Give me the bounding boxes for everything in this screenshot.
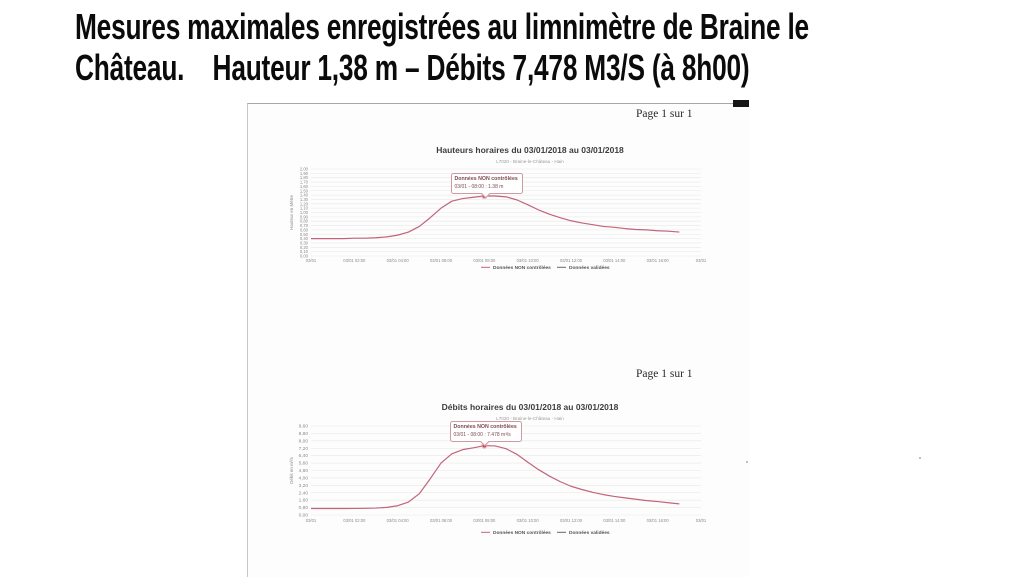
- slide-title: Mesures maximales enregistrées au limnim…: [75, 6, 809, 88]
- annotation-title: Données NON contrôlées: [453, 423, 517, 430]
- y-tick-label: 0,00: [300, 254, 309, 259]
- x-tick-label: 03/01: [696, 258, 707, 263]
- y-tick-label: 1,90: [300, 171, 309, 176]
- annotation-value: 03/01 - 08:00 : 7.478 m³/s: [453, 431, 511, 438]
- y-tick-label: 5,60: [299, 461, 309, 467]
- debits-chart: Débits horaires du 03/01/2018 au 03/01/2…: [281, 398, 711, 543]
- x-tick-label: 03/01 14:00: [603, 518, 626, 523]
- x-tick-label: 03/01 04:00: [387, 518, 410, 523]
- y-tick-label: 2,40: [299, 490, 309, 496]
- x-tick-label: 03/01 16:00: [647, 518, 670, 523]
- chart-subtitle: L7020 - Braine-le-Château - Hain: [496, 159, 564, 164]
- y-tick-label: 1,10: [300, 206, 309, 211]
- chart-title: Hauteurs horaires du 03/01/2018 au 03/01…: [436, 145, 624, 155]
- y-tick-label: 1,70: [300, 180, 309, 185]
- annotation-box-hauteur: Données NON contrôlées 03/01 - 08:00 : 1…: [451, 173, 523, 194]
- legend-label-validees: Données validées: [569, 530, 610, 536]
- legend-label-validees: Données validées: [569, 265, 610, 271]
- annotation-title: Données NON contrôlées: [454, 175, 518, 182]
- y-tick-label: 9,60: [299, 424, 309, 430]
- y-tick-label: 0,10: [300, 249, 309, 254]
- y-tick-label: 1,60: [300, 184, 309, 189]
- chart-subtitle: L7020 - Braine-le-Château - Hain: [496, 416, 564, 421]
- scanned-document: Page 1 sur 1 Page 1 sur 1 Hauteurs horai…: [247, 100, 749, 577]
- x-tick-label: 03/01 08:00: [473, 518, 496, 523]
- x-tick-label: 03/01 10:00: [517, 518, 540, 523]
- x-tick-label: 03/01 06:00: [430, 258, 453, 263]
- y-axis-label: Hauteur en Mètre: [289, 195, 294, 231]
- legend-label-non-controlees: Données NON contrôlées: [493, 265, 551, 271]
- x-tick-label: 03/01 02:00: [343, 258, 366, 263]
- legend-label-non-controlees: Données NON contrôlées: [493, 530, 551, 536]
- x-tick-label: 03/01 10:00: [517, 258, 540, 263]
- x-tick-label: 03/01 12:00: [560, 258, 583, 263]
- scan-corner-mark: [733, 100, 749, 107]
- chart-canvas: Hauteurs horaires du 03/01/2018 au 03/01…: [289, 145, 707, 271]
- hauteurs-chart: Hauteurs horaires du 03/01/2018 au 03/01…: [281, 141, 711, 281]
- slide-title-line1: Mesures maximales enregistrées au limnim…: [75, 6, 809, 47]
- y-tick-label: 0,80: [299, 505, 309, 511]
- x-tick-label: 03/01 16:00: [647, 258, 670, 263]
- x-tick-label: 03/01: [696, 518, 707, 523]
- y-tick-label: 0,60: [300, 227, 309, 232]
- y-tick-label: 0,70: [300, 223, 309, 228]
- x-tick-label: 03/01 08:00: [473, 258, 496, 263]
- y-tick-label: 1,30: [300, 197, 309, 202]
- data-series-line: [311, 195, 680, 240]
- x-tick-label: 03/01 02:00: [343, 518, 366, 523]
- data-series-line: [311, 445, 680, 510]
- y-tick-label: 3,20: [299, 483, 309, 489]
- x-tick-label: 03/01: [306, 518, 317, 523]
- scan-speck: [919, 457, 921, 459]
- y-tick-label: 2,00: [300, 167, 309, 172]
- page-number-label: Page 1 sur 1: [636, 108, 693, 120]
- x-tick-label: 03/01 06:00: [430, 518, 453, 523]
- y-tick-label: 4,80: [299, 468, 309, 474]
- y-tick-label: 0,50: [300, 232, 309, 237]
- y-tick-label: 1,20: [300, 201, 309, 206]
- y-tick-label: 0,90: [300, 214, 309, 219]
- chart-canvas: Débits horaires du 03/01/2018 au 03/01/2…: [289, 402, 707, 536]
- y-tick-label: 1,50: [300, 188, 309, 193]
- y-tick-label: 4,00: [299, 475, 309, 481]
- y-tick-label: 1,80: [300, 175, 309, 180]
- x-tick-label: 03/01 12:00: [560, 518, 583, 523]
- y-tick-label: 0,00: [299, 513, 309, 519]
- y-tick-label: 1,60: [299, 498, 309, 504]
- scan-speck: [746, 461, 748, 463]
- y-tick-label: 1,40: [300, 193, 309, 198]
- slide-title-line2: Château. Hauteur 1,38 m – Débits 7,478 M…: [75, 47, 750, 88]
- y-tick-label: 7,20: [299, 446, 309, 452]
- x-tick-label: 03/01 04:00: [387, 258, 410, 263]
- y-tick-label: 1,00: [300, 210, 309, 215]
- y-tick-label: 0,40: [300, 236, 309, 241]
- y-tick-label: 0,30: [300, 240, 309, 245]
- page-number-label: Page 1 sur 1: [636, 368, 693, 380]
- annotation-box-debit: Données NON contrôlées 03/01 - 08:00 : 7…: [450, 421, 522, 442]
- annotation-value: 03/01 - 08:00 : 1.38 m: [454, 183, 504, 190]
- chart-title: Débits horaires du 03/01/2018 au 03/01/2…: [442, 402, 619, 412]
- x-tick-label: 03/01: [306, 258, 317, 263]
- y-axis-label: Débit en m³/s: [289, 456, 294, 484]
- x-tick-label: 03/01 14:00: [603, 258, 626, 263]
- y-tick-label: 0,80: [300, 219, 309, 224]
- y-tick-label: 8,00: [299, 438, 309, 444]
- y-tick-label: 8,80: [299, 431, 309, 437]
- y-tick-label: 6,40: [299, 453, 309, 459]
- y-tick-label: 0,20: [300, 245, 309, 250]
